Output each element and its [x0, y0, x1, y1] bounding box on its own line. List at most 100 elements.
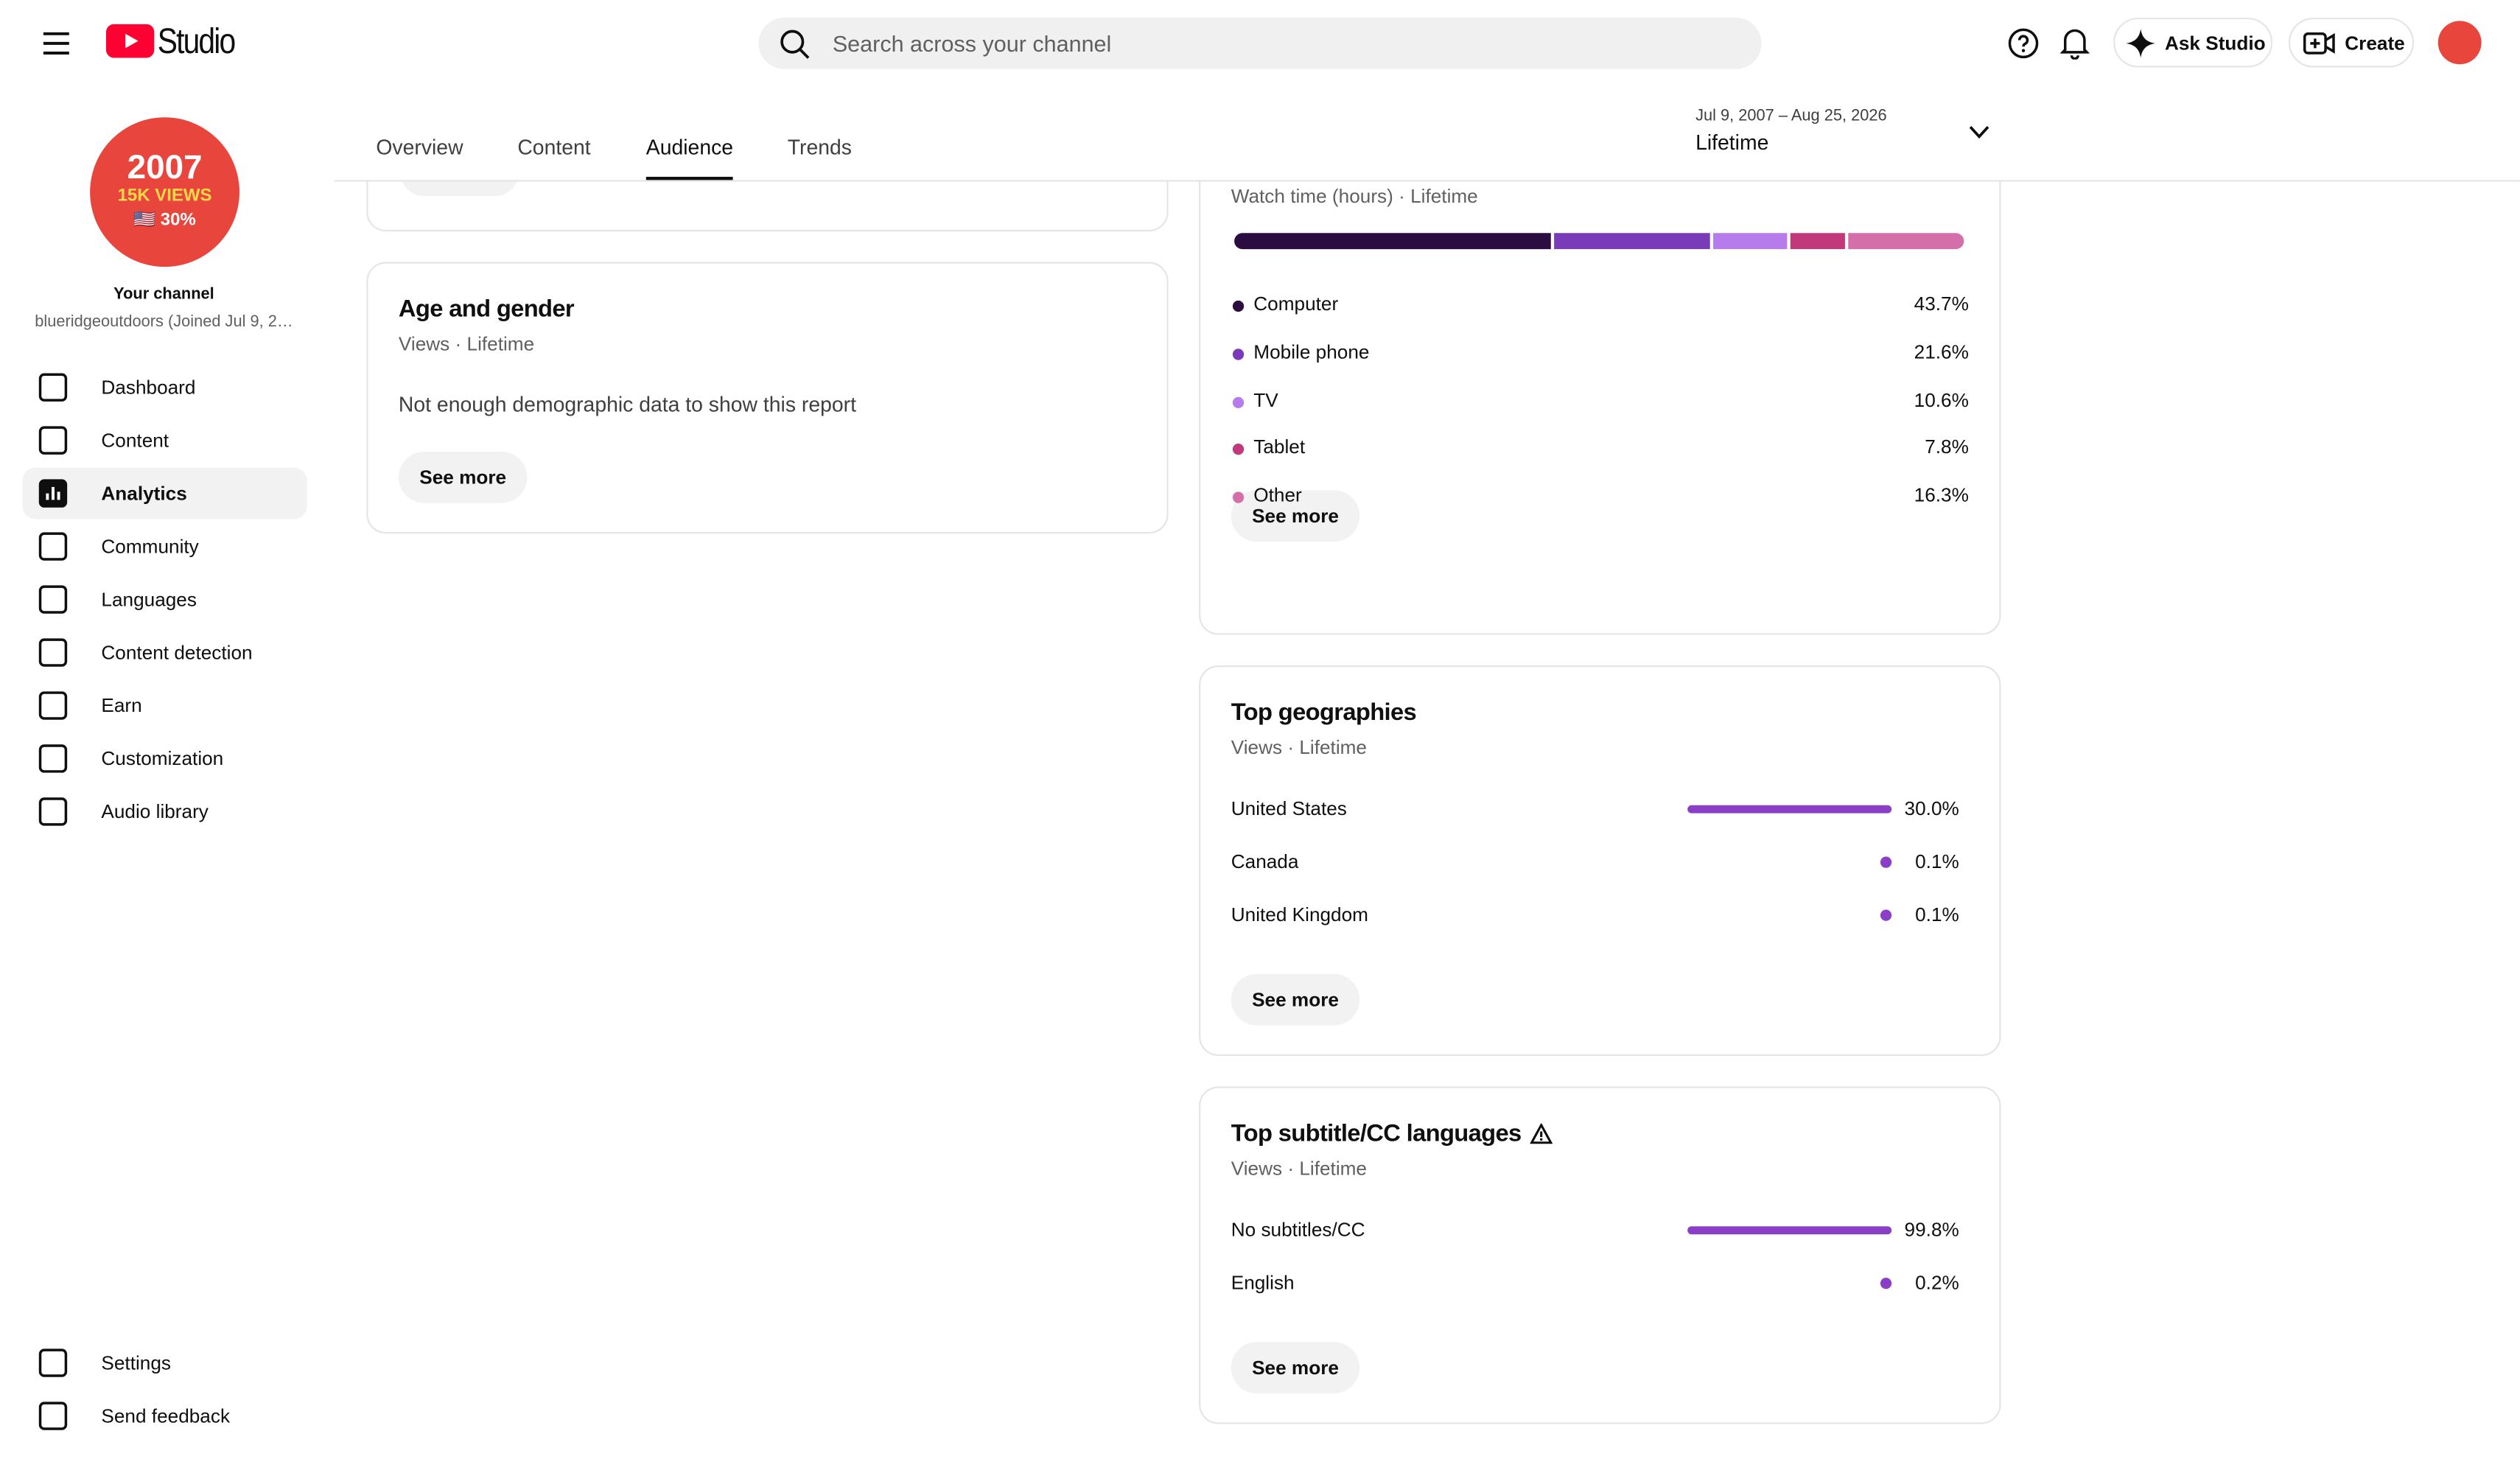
row-dot [1880, 1277, 1892, 1290]
notifications-icon[interactable] [2060, 26, 2090, 60]
card-title: Top geographies [1231, 699, 1417, 727]
tab[interactable]: Trends [787, 135, 852, 159]
see-more-button[interactable]: See more [398, 451, 528, 503]
date-dropdown[interactable] [1969, 125, 1989, 140]
device-card: Watch time (hours) · Lifetime See more C… [1199, 181, 2001, 635]
create-button[interactable]: Create [2288, 17, 2415, 68]
icon-shape [38, 744, 68, 773]
device-value: 43.7% [1914, 292, 1969, 315]
nav-icon[interactable] [38, 479, 68, 508]
nav-label[interactable]: Earn [101, 694, 142, 717]
device-name: Tablet [1253, 435, 1306, 459]
card-message: Not enough demographic data to show this… [398, 392, 856, 416]
row-name: Canada [1231, 850, 1299, 873]
row-name: United Kingdom [1231, 903, 1368, 926]
card-subtitle: Views · Lifetime [398, 332, 535, 356]
row-value: 0.2% [1915, 1271, 1959, 1294]
icon-shape [38, 691, 68, 720]
nav-icon[interactable] [38, 1402, 68, 1430]
create-icon [2303, 32, 2335, 55]
nav-icon[interactable] [38, 373, 68, 402]
age-gender-card: Age and gender Views · Lifetime Not enou… [366, 262, 1169, 534]
nav-icon[interactable] [38, 691, 68, 720]
card-title: Age and gender [398, 295, 575, 323]
nav-label[interactable]: Community [101, 535, 199, 558]
row-dot [1880, 856, 1892, 868]
youtube-logo[interactable] [105, 24, 155, 58]
search-box[interactable]: Search across your channel [758, 17, 1762, 69]
menu-icon[interactable] [42, 30, 71, 56]
row-value: 0.1% [1915, 903, 1959, 926]
row-name: United States [1231, 797, 1347, 820]
nav-icon[interactable] [38, 585, 68, 614]
nav-label[interactable]: Content detection [101, 641, 253, 664]
device-bar-segment [1712, 233, 1788, 250]
subtitles-card: Top subtitle/CC languages Views · Lifeti… [1199, 1086, 2001, 1424]
search-icon [780, 29, 810, 59]
nav-icon[interactable] [38, 1348, 68, 1377]
avatar-line: 15K VIEWS [117, 186, 212, 206]
legend-dot [1232, 491, 1245, 503]
sparkle-icon [2126, 29, 2155, 58]
nav-icon[interactable] [38, 426, 68, 455]
row-name: No subtitles/CC [1231, 1218, 1365, 1241]
nav-selected-bg [22, 467, 307, 519]
legend-dot [1232, 444, 1245, 455]
see-more-button[interactable]: See more [1231, 973, 1360, 1026]
row-bar [1687, 805, 1892, 814]
content-area: Age and gender Views · Lifetime Not enou… [334, 180, 2520, 1458]
tab-underline [645, 176, 733, 181]
nav-icon[interactable] [38, 532, 68, 561]
nav-label[interactable]: Dashboard [101, 376, 196, 399]
see-more-button[interactable]: See more [1231, 490, 1360, 542]
legend-dot [1232, 348, 1245, 360]
card-title: Top subtitle/CC languages [1231, 1120, 1522, 1148]
date-label[interactable]: Lifetime [1695, 130, 1769, 155]
tab[interactable]: Overview [376, 135, 463, 159]
avatar-line: 2007 [127, 149, 203, 187]
icon-shape [38, 532, 68, 561]
legend-dot [1232, 396, 1245, 407]
see-more-button[interactable]: See more [1231, 1342, 1360, 1394]
device-value: 16.3% [1914, 483, 1969, 507]
nav-icon[interactable] [38, 797, 68, 826]
device-bar-segment [1554, 233, 1710, 250]
nav-label[interactable]: Languages [101, 588, 197, 611]
warning-icon[interactable] [1530, 1123, 1553, 1144]
nav-icon[interactable] [38, 638, 68, 667]
channel-handle: blueridgeoutdoors (Joined Jul 9, 2… [35, 313, 293, 332]
device-bar-segment [1234, 233, 1552, 250]
card-subtitle: Views · Lifetime [1231, 735, 1368, 759]
ask-studio-label: Ask Studio [2164, 32, 2266, 55]
device-bar-segment [1847, 233, 1964, 250]
row-value: 30.0% [1904, 797, 1959, 820]
icon-shape [38, 426, 68, 455]
device-name: Computer [1253, 292, 1339, 315]
clipped-button[interactable] [400, 181, 519, 197]
tab[interactable]: Audience [645, 135, 734, 159]
create-label: Create [2345, 32, 2405, 55]
legend-dot [1232, 300, 1245, 312]
nav-label[interactable]: Content [101, 429, 169, 452]
row-value: 99.8% [1904, 1218, 1959, 1241]
card-subtitle: Views · Lifetime [1231, 1157, 1368, 1180]
nav-label[interactable]: Settings [101, 1351, 171, 1374]
account-avatar[interactable] [2437, 21, 2482, 65]
icon-shape [38, 1348, 68, 1377]
nav-label[interactable]: Analytics [101, 482, 187, 505]
nav-label[interactable]: Customization [101, 747, 224, 770]
search-placeholder: Search across your channel [832, 30, 1112, 57]
help-icon[interactable] [2007, 27, 2040, 60]
device-name: Other [1253, 483, 1302, 507]
nav-label[interactable]: Audio library [101, 800, 209, 823]
logo-text[interactable]: Studio [157, 21, 236, 61]
icon-shape [38, 638, 68, 667]
nav-label[interactable]: Send feedback [101, 1404, 231, 1427]
channel-avatar[interactable]: 2007 15K VIEWS 🇺🇸 30% [90, 117, 239, 267]
icon-bars [46, 486, 60, 500]
ask-studio-button[interactable]: Ask Studio [2113, 17, 2273, 68]
icon-shape [38, 797, 68, 826]
nav-icon[interactable] [38, 744, 68, 773]
tab[interactable]: Content [517, 135, 591, 159]
